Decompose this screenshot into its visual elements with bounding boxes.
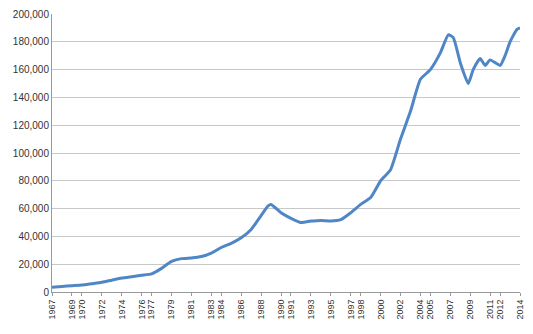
svg-text:1977: 1977 [146,300,156,320]
svg-text:2014: 2014 [515,300,525,320]
svg-text:1990: 1990 [276,300,286,320]
svg-text:0: 0 [43,287,49,298]
svg-text:1988: 1988 [256,300,266,320]
svg-text:1967: 1967 [47,300,57,320]
svg-text:2007: 2007 [445,300,455,320]
svg-text:100,000: 100,000 [13,148,50,159]
svg-text:1981: 1981 [186,300,196,320]
svg-text:2009: 2009 [465,300,475,320]
svg-text:2005: 2005 [425,300,435,320]
svg-text:1986: 1986 [236,300,246,320]
svg-text:1998: 1998 [356,300,366,320]
svg-text:180,000: 180,000 [13,36,50,47]
svg-text:1993: 1993 [306,300,316,320]
svg-text:1991: 1991 [286,300,296,320]
svg-text:2012: 2012 [495,300,505,320]
svg-text:2000: 2000 [376,300,386,320]
svg-text:1972: 1972 [97,300,107,320]
svg-text:1983: 1983 [206,300,216,320]
svg-text:40,000: 40,000 [18,231,49,242]
svg-text:1995: 1995 [326,300,336,320]
svg-text:2004: 2004 [415,300,425,320]
svg-text:2002: 2002 [395,300,405,320]
svg-text:120,000: 120,000 [13,120,50,131]
svg-text:1969: 1969 [67,300,77,320]
svg-text:1979: 1979 [166,300,176,320]
svg-text:1974: 1974 [117,300,127,320]
svg-text:80,000: 80,000 [18,175,49,186]
svg-text:1997: 1997 [346,300,356,320]
svg-text:20,000: 20,000 [18,259,49,270]
svg-text:60,000: 60,000 [18,203,49,214]
svg-text:140,000: 140,000 [13,92,50,103]
svg-text:2011: 2011 [485,300,495,319]
svg-text:1984: 1984 [216,300,226,320]
svg-text:1976: 1976 [137,300,147,320]
svg-text:200,000: 200,000 [13,9,50,20]
svg-text:160,000: 160,000 [13,64,50,75]
svg-text:1970: 1970 [77,300,87,320]
